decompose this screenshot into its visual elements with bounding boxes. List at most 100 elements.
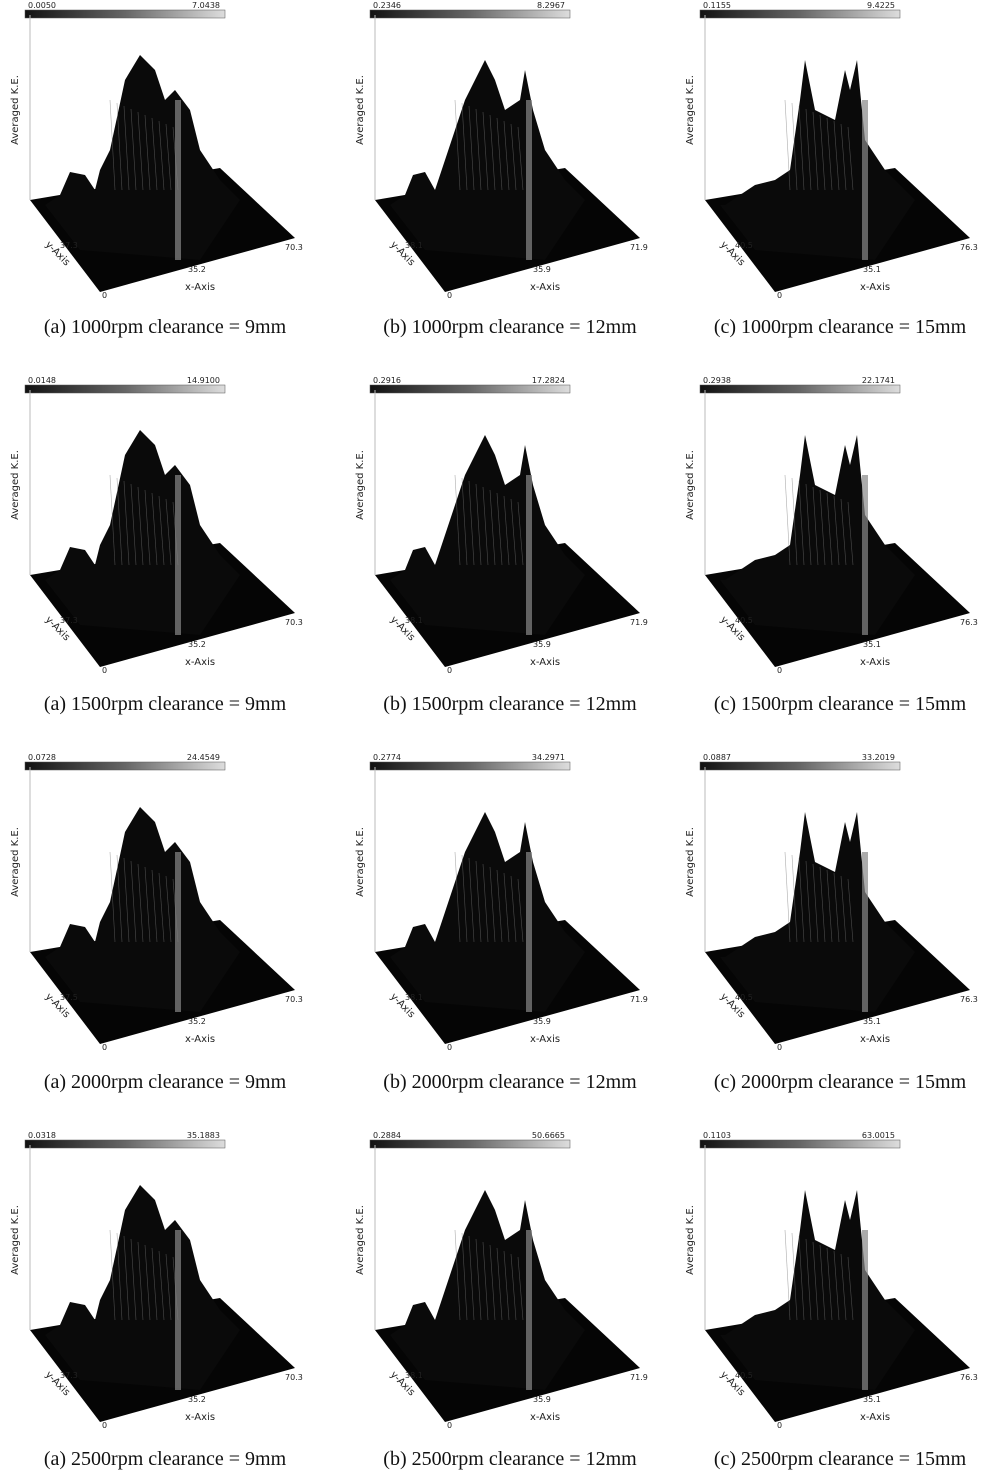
surface-peaks [45,807,240,1012]
colorbar-max: 24.4549 [187,753,220,762]
surface-peaks [720,60,915,260]
surface-peaks [390,60,585,260]
x-tick-label: 71.9 [630,1373,648,1382]
z-axis-label: Averaged K.E. [685,1205,696,1275]
x-tick-label: 35.9 [533,1017,551,1026]
colorbar-min: 0.2884 [373,1131,401,1140]
x-tick-label: 71.9 [630,243,648,252]
x-tick-label: 0 [102,1043,107,1052]
z-axis-label: Averaged K.E. [685,450,696,520]
x-axis-label: x-Axis [530,1412,560,1423]
x-tick-label: 35.1 [863,1017,881,1026]
y-tick-label: 37.3 [60,616,78,625]
colorbar [25,762,225,770]
surface-ridge [862,100,868,260]
colorbar-max: 14.9100 [187,376,220,385]
surface-peaks [720,435,915,635]
x-axis-label: x-Axis [860,1034,890,1045]
surface-ridge [175,852,181,1012]
x-tick-label: 0 [777,291,782,300]
y-tick-label: 37.3 [60,241,78,250]
surface-peaks [720,1190,915,1390]
surface-ridge [175,100,181,260]
x-tick-label: 35.2 [188,1395,206,1404]
y-tick-label: 38.1 [405,616,423,625]
colorbar [370,10,570,18]
colorbar-min: 0.1155 [703,1,731,10]
surface-ridge [526,1230,532,1390]
x-tick-label: 71.9 [630,995,648,1004]
surface-ridge [862,475,868,635]
colorbar [25,1140,225,1148]
panel: 0.277434.2971Averaged K.E.y-Axis38.1035.… [355,753,648,1052]
colorbar-min: 0.1103 [703,1131,731,1140]
x-tick-label: 0 [777,1043,782,1052]
x-tick-label: 35.1 [863,640,881,649]
colorbar [700,762,900,770]
z-axis-label: Averaged K.E. [685,827,696,897]
colorbar-min: 0.0318 [28,1131,56,1140]
panel: 0.110363.0015Averaged K.E.y-Axis40.5035.… [685,1131,978,1430]
x-tick-label: 35.1 [863,1395,881,1404]
caption: (b) 1500rpm clearance = 12mm [383,693,637,715]
y-tick-label: 38.1 [405,1371,423,1380]
y-tick-label: 38.1 [405,241,423,250]
caption: (c) 2500rpm clearance = 15mm [714,1448,967,1470]
x-tick-label: 35.2 [188,640,206,649]
colorbar-min: 0.2916 [373,376,401,385]
x-tick-label: 0 [102,291,107,300]
colorbar-max: 63.0015 [862,1131,895,1140]
colorbar [25,10,225,18]
surface-peaks [45,1185,240,1390]
y-tick-label: 40.5 [735,993,753,1002]
z-axis-label: Averaged K.E. [10,827,21,897]
colorbar-max: 17.2824 [532,376,565,385]
x-tick-label: 76.3 [960,995,978,1004]
colorbar-max: 9.4225 [867,1,895,10]
x-axis-label: x-Axis [530,1034,560,1045]
caption: (a) 1000rpm clearance = 9mm [44,316,287,338]
surface-peaks [390,435,585,635]
surface-ridge [862,1230,868,1390]
surface-ridge [175,475,181,635]
x-tick-label: 0 [102,666,107,675]
x-tick-label: 35.2 [188,265,206,274]
y-tick-label: 38.1 [405,993,423,1002]
x-tick-label: 0 [777,666,782,675]
surface-ridge [862,852,868,1012]
x-tick-label: 76.3 [960,1373,978,1382]
colorbar-max: 7.0438 [192,1,220,10]
y-tick-label: 40.5 [735,1371,753,1380]
colorbar [700,385,900,393]
x-axis-label: x-Axis [185,657,215,668]
x-tick-label: 0 [447,1043,452,1052]
x-tick-label: 35.9 [533,265,551,274]
colorbar-min: 0.0148 [28,376,56,385]
y-tick-label: 40.5 [735,616,753,625]
colorbar-max: 34.2971 [532,753,565,762]
colorbar [370,762,570,770]
x-tick-label: 70.3 [285,243,303,252]
colorbar-max: 33.2019 [862,753,895,762]
x-tick-label: 35.2 [188,1017,206,1026]
x-axis-label: x-Axis [860,657,890,668]
surface-peaks [45,55,240,260]
x-tick-label: 0 [447,291,452,300]
caption: (a) 1500rpm clearance = 9mm [44,693,287,715]
caption: (a) 2500rpm clearance = 9mm [44,1448,287,1470]
x-axis-label: x-Axis [185,282,215,293]
x-axis-label: x-Axis [530,282,560,293]
z-axis-label: Averaged K.E. [355,75,366,145]
x-tick-label: 35.1 [863,265,881,274]
x-tick-label: 0 [447,666,452,675]
colorbar [370,1140,570,1148]
figure: 0.00507.0438Averaged K.E.y-Axis37.3035.2… [0,0,994,1479]
x-axis-label: x-Axis [860,1412,890,1423]
y-tick-label: 40.5 [735,241,753,250]
y-tick-label: 37.3 [60,1371,78,1380]
x-tick-label: 0 [102,1421,107,1430]
colorbar-min: 0.2938 [703,376,731,385]
